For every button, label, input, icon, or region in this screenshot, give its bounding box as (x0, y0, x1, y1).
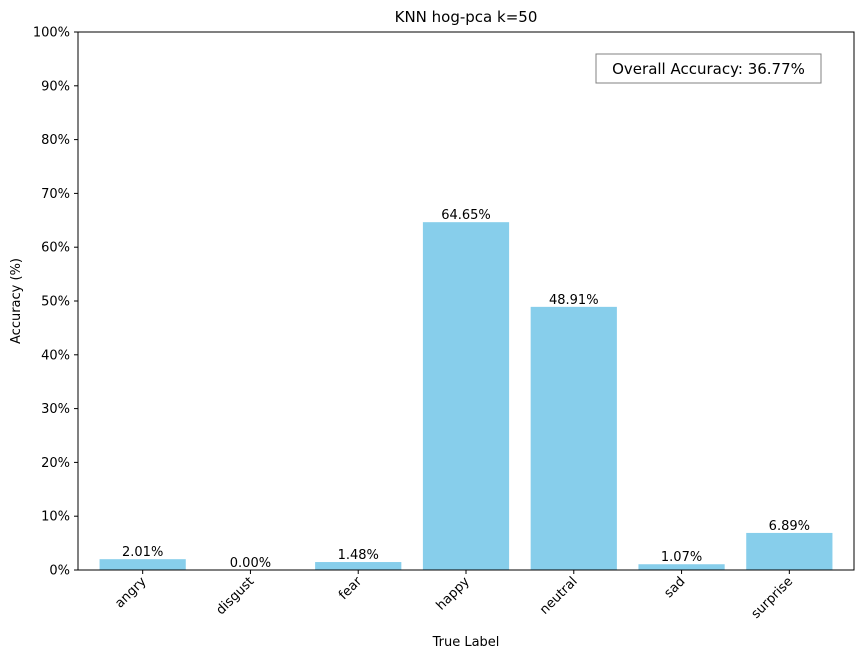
y-tick-label: 10% (41, 510, 70, 525)
x-tick-label-angry: angry (112, 574, 149, 611)
value-label-sad: 1.07% (661, 550, 702, 565)
x-tick-label-disgust: disgust (213, 574, 257, 618)
y-axis-label: Accuracy (%) (9, 258, 24, 344)
plot-area: 0% 10% 20% 30% 40% 50% 60% 70% 80% 90% 100% 2.01% an… (33, 26, 833, 622)
y-tick-label: 80% (41, 133, 70, 148)
x-tick-label-sad: sad (662, 574, 689, 601)
value-label-happy: 64.65% (441, 208, 491, 223)
value-label-angry: 2.01% (122, 545, 163, 560)
value-label-fear: 1.48% (338, 548, 379, 563)
y-tick-label: 20% (41, 456, 70, 471)
value-label-disgust: 0.00% (230, 556, 271, 571)
x-tick-label-neutral: neutral (537, 574, 580, 617)
bar-angry (99, 559, 186, 570)
x-tick-label-fear: fear (336, 574, 365, 603)
bar-neutral (530, 306, 617, 570)
y-tick-label: 40% (41, 348, 70, 363)
annotation-box (595, 53, 822, 84)
overall-accuracy-annotation: Overall Accuracy: 36.77% (595, 53, 822, 84)
y-tick-label: 100% (33, 26, 70, 41)
annotation-text: Overall Accuracy: 36.77% (612, 60, 805, 78)
y-tick-label: 70% (41, 187, 70, 202)
x-axis-label: True Label (432, 635, 500, 650)
plot-frame (77, 31, 855, 571)
y-tick-label: 50% (41, 295, 70, 310)
x-tick-label-surprise: surprise (749, 574, 797, 622)
x-tick-label-happy: happy (434, 574, 473, 613)
y-tick-label: 90% (41, 79, 70, 94)
bar-fear (315, 562, 402, 570)
y-tick-label: 60% (41, 241, 70, 256)
bar-sad (638, 564, 725, 570)
bar-surprise (746, 532, 833, 570)
y-tick-label: 0% (49, 564, 70, 579)
chart-title: KNN hog-pca k=50 (395, 8, 538, 26)
value-label-neutral: 48.91% (549, 293, 599, 308)
value-label-surprise: 6.89% (769, 519, 810, 534)
y-tick-label: 30% (41, 402, 70, 417)
bar-happy (422, 222, 510, 571)
